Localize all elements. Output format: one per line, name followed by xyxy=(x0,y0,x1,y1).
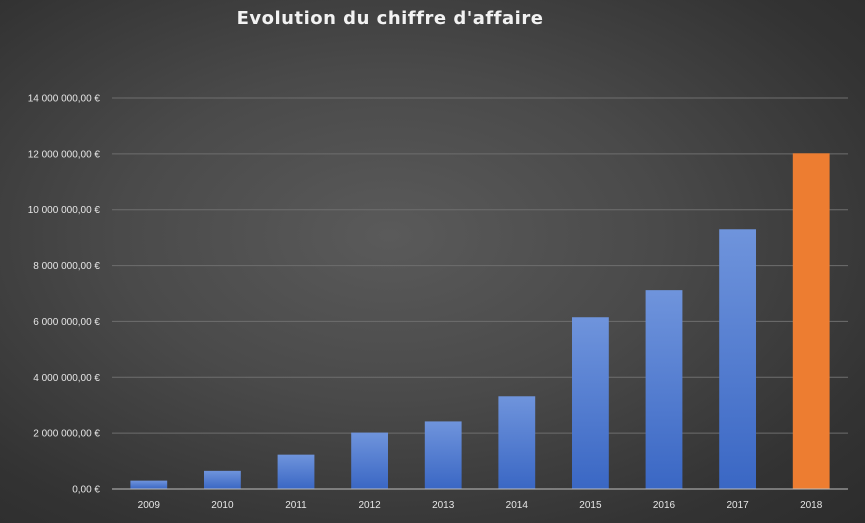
x-tick-label: 2015 xyxy=(579,500,602,511)
bar-2013 xyxy=(424,421,462,489)
chart-title: Evolution du chiffre d'affaire xyxy=(236,8,544,29)
bar-2009 xyxy=(130,480,168,489)
x-tick-label: 2016 xyxy=(653,500,676,511)
bar-2011 xyxy=(277,454,315,489)
x-tick-label: 2018 xyxy=(800,500,823,511)
bar-2012 xyxy=(351,432,388,489)
bar-2010 xyxy=(204,470,241,489)
x-tick-label: 2010 xyxy=(211,500,234,511)
y-tick-label: 8 000 000,00 € xyxy=(33,261,100,272)
bar-2018 xyxy=(792,153,830,489)
y-tick-label: 6 000 000,00 € xyxy=(33,317,100,328)
bar-2014 xyxy=(498,396,536,489)
y-tick-label: 2 000 000,00 € xyxy=(33,429,100,440)
y-tick-label: 0,00 € xyxy=(72,485,100,496)
y-tick-label: 14 000 000,00 € xyxy=(28,94,101,105)
y-tick-label: 12 000 000,00 € xyxy=(28,149,101,160)
tick-labels: 0,00 € 2 000 000,00 € 4 000 000,00 € 6 000 … xyxy=(28,94,823,512)
bar-2017 xyxy=(719,229,756,489)
x-tick-label: 2012 xyxy=(358,500,381,511)
x-tick-label: 2009 xyxy=(138,500,161,511)
x-tick-label: 2013 xyxy=(432,500,455,511)
bar-2015 xyxy=(572,317,609,489)
y-tick-label: 4 000 000,00 € xyxy=(33,373,100,384)
bar-2016 xyxy=(645,290,683,489)
bars xyxy=(130,153,830,489)
y-tick-label: 10 000 000,00 € xyxy=(28,205,101,216)
x-tick-label: 2011 xyxy=(285,500,307,511)
x-tick-label: 2014 xyxy=(506,500,529,511)
x-tick-label: 2017 xyxy=(726,500,749,511)
